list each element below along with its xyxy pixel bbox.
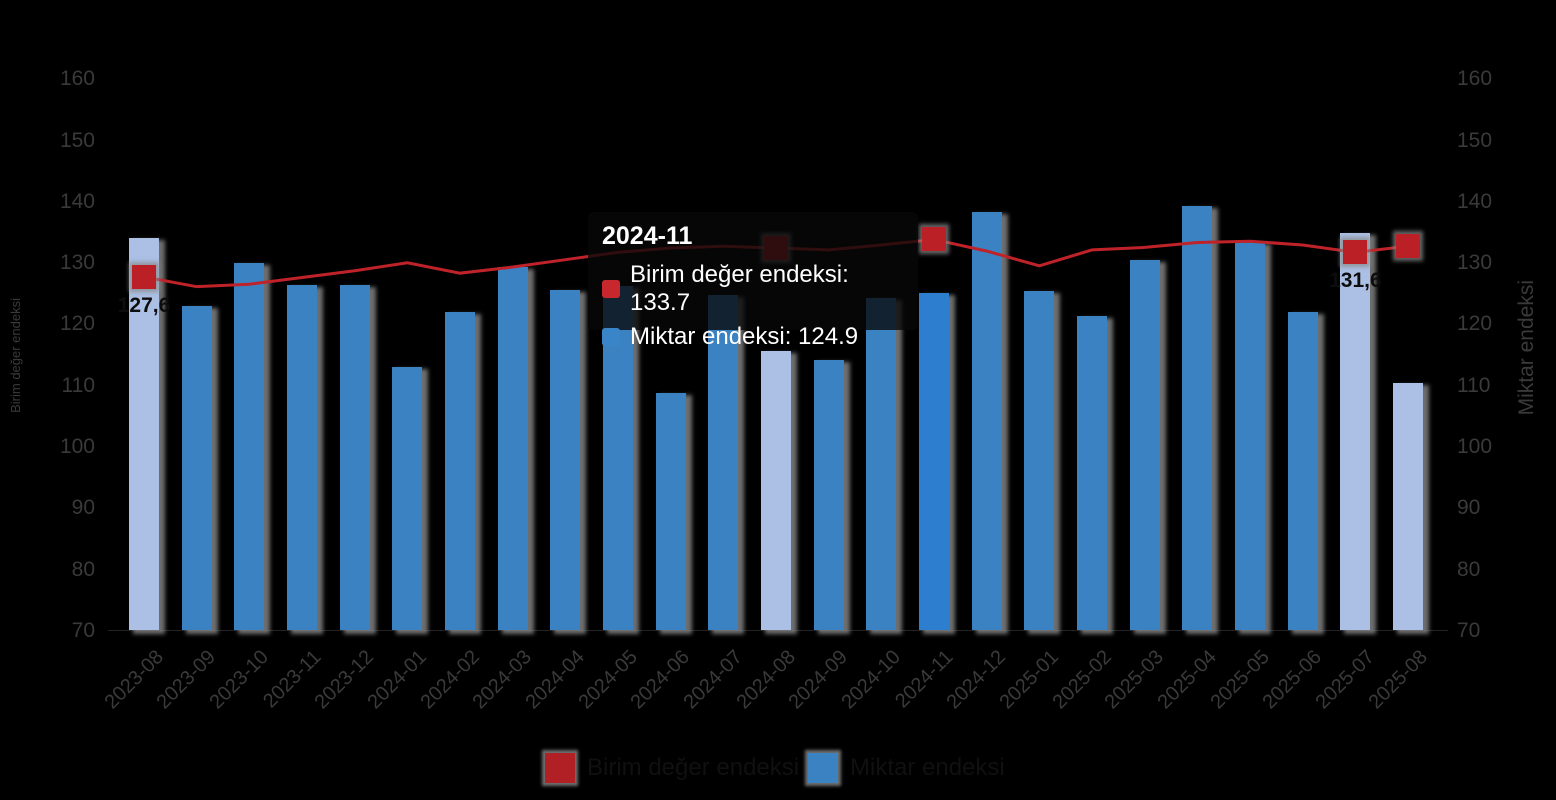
- bar-2025-07[interactable]: [1340, 233, 1371, 630]
- bar-2024-02[interactable]: [445, 311, 476, 630]
- bar-2025-01[interactable]: [1024, 290, 1055, 630]
- line-marker-2025-08[interactable]: [1396, 234, 1421, 259]
- bar-2024-06[interactable]: [655, 392, 686, 630]
- y-axis-right-title: Miktar endeksi: [1515, 280, 1538, 416]
- tooltip-red-swatch-icon: [602, 280, 620, 298]
- line-marker-2025-07[interactable]: [1343, 240, 1368, 265]
- bar-2023-12[interactable]: [339, 285, 370, 630]
- bar-2024-11[interactable]: [919, 293, 950, 630]
- y-axis-tick-label: 130: [1457, 251, 1493, 275]
- x-axis-line: [108, 630, 1448, 631]
- y-axis-tick-label: 160: [59, 67, 95, 91]
- bar-2024-10[interactable]: [866, 298, 897, 630]
- legend-item-birim-deger-endeksi[interactable]: Birim değer endeksi: [545, 753, 799, 783]
- y-axis-tick-label: 130: [59, 251, 95, 275]
- bar-2024-08[interactable]: [761, 351, 792, 630]
- bar-2023-10[interactable]: [234, 262, 265, 630]
- tooltip-row-text: Miktar endeksi: 124.9: [630, 323, 859, 350]
- bar-2024-07[interactable]: [708, 295, 739, 630]
- bar-2023-09[interactable]: [181, 306, 212, 630]
- tooltip-row-miktar: Miktar endeksi: 124.9: [602, 323, 902, 351]
- bar-2025-04[interactable]: [1182, 205, 1213, 630]
- legend-label: Birim değer endeksi: [587, 754, 800, 781]
- bar-2024-01[interactable]: [392, 366, 423, 630]
- y-axis-tick-label: 160: [1457, 67, 1493, 91]
- bar-2025-05[interactable]: [1235, 241, 1266, 630]
- bar-2023-11[interactable]: [287, 285, 317, 630]
- bar-2025-03[interactable]: [1129, 260, 1160, 630]
- y-axis-tick-label: 120: [1457, 312, 1493, 336]
- y-axis-tick-label: 140: [59, 189, 95, 213]
- bar-2025-02[interactable]: [1077, 316, 1108, 630]
- bar-2024-12[interactable]: [971, 211, 1002, 630]
- tooltip-blue-swatch-icon: [602, 328, 620, 346]
- line-marker-2023-08[interactable]: [132, 264, 156, 289]
- tooltip-row-text: Birim değer endeksi: 133.7: [630, 261, 849, 316]
- y-axis-tick-label: 110: [1457, 373, 1491, 397]
- tooltip: 2024-11 Birim değer endeksi: 133.7 Mikta…: [588, 212, 918, 350]
- line-marker-hover-2024-11[interactable]: [922, 227, 947, 252]
- point-label-2023-08: 127,6: [117, 293, 171, 317]
- y-axis-tick-label: 80: [1457, 557, 1481, 581]
- y-axis-tick-label: 150: [59, 128, 95, 152]
- y-axis-tick-label: 100: [59, 435, 95, 459]
- bar-2024-09[interactable]: [813, 360, 844, 630]
- y-axis-left-title: Birim değer endeksi: [8, 298, 23, 413]
- legend-blue-swatch-icon: [808, 753, 838, 783]
- legend-label: Miktar endeksi: [850, 754, 1005, 781]
- legend-item-miktar-endeksi[interactable]: Miktar endeksi: [808, 753, 1005, 783]
- legend: Birim değer endeksi Miktar endeksi: [0, 748, 1556, 788]
- y-axis-tick-label: 90: [1457, 496, 1481, 520]
- bar-2023-08[interactable]: [129, 238, 159, 630]
- y-axis-tick-label: 110: [61, 373, 95, 397]
- y-axis-tick-label: 90: [71, 496, 95, 520]
- bar-2024-04[interactable]: [550, 290, 581, 630]
- bar-2025-06[interactable]: [1287, 311, 1318, 630]
- tooltip-title: 2024-11: [602, 222, 693, 250]
- y-axis-tick-label: 100: [1457, 435, 1493, 459]
- point-label-2025-07: 131,6: [1329, 269, 1382, 293]
- y-axis-tick-label: 80: [71, 557, 95, 581]
- legend-red-swatch-icon: [545, 753, 575, 783]
- bar-2024-03[interactable]: [497, 267, 528, 630]
- y-axis-tick-label: 70: [1457, 619, 1481, 642]
- y-axis-tick-label: 140: [1457, 189, 1493, 213]
- y-axis-tick-label: 120: [59, 312, 95, 336]
- y-axis-tick-label: 150: [1457, 128, 1493, 152]
- tooltip-row-birim-deger: Birim değer endeksi: 133.7: [602, 261, 902, 317]
- bar-2025-08[interactable]: [1393, 382, 1424, 630]
- y-axis-tick-label: 70: [71, 619, 95, 642]
